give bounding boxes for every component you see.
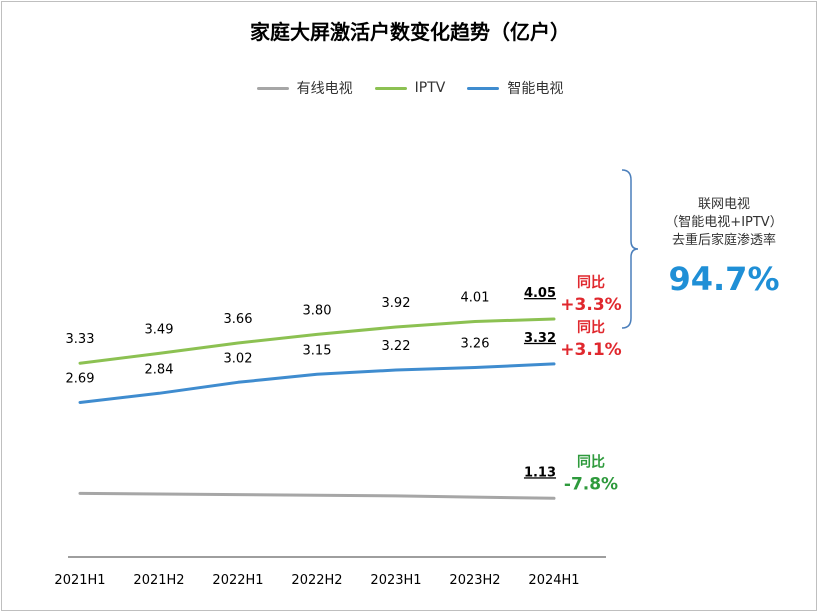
data-label: 1.13 [524,465,556,480]
yoy-label: 同比 [577,319,605,336]
legend-swatch-iptv [374,86,407,90]
data-label: 3.92 [382,296,411,311]
x-tick-label: 2023H1 [370,573,421,588]
data-label: 4.05 [524,286,556,301]
data-label: 3.49 [145,322,174,337]
series-line-0 [78,317,556,365]
yoy-value: +3.1% [560,340,621,360]
legend-item-smart: 智能电视 [467,78,563,98]
x-tick-label: 2021H1 [54,573,105,588]
data-label: 3.26 [461,337,490,352]
x-tick-label: 2022H2 [291,573,342,588]
data-label: 3.66 [224,312,253,327]
yoy-label: 同比 [577,274,605,291]
x-tick-label: 2022H1 [212,573,263,588]
legend-label-cable: 有线电视 [296,81,353,97]
legend-label-smart: 智能电视 [507,81,564,97]
penetration-rate-value: 94.7% [668,260,780,298]
panel-line-1: 联网电视 [697,197,750,212]
legend-swatch-smart [467,86,500,90]
chart-title: 家庭大屏激活户数变化趋势（亿户） [250,20,570,44]
data-label: 3.22 [382,339,411,354]
legend-label-iptv: IPTV [414,80,446,96]
data-label: 3.33 [66,332,95,347]
penetration-panel: 联网电视 （智能电视+IPTV） 去重后家庭渗透率 94.7% [644,196,804,298]
data-label: 3.80 [303,303,332,318]
series-line-2 [78,491,556,500]
series-line-1 [78,362,556,404]
x-tick-label: 2023H2 [449,573,500,588]
data-label: 3.32 [524,331,556,346]
data-label: 3.02 [224,351,253,366]
data-label: 4.01 [461,290,490,305]
data-label: 3.15 [303,343,332,358]
x-tick-label: 2021H2 [133,573,184,588]
legend-swatch-cable [256,86,289,90]
yoy-value: -7.8% [564,474,618,494]
chart-legend: 有线电视 IPTV 智能电视 [0,78,820,98]
yoy-value: +3.3% [560,295,621,315]
data-label: 2.84 [145,362,174,377]
data-label: 2.69 [66,372,95,387]
brace-bracket [621,169,639,329]
yoy-label: 同比 [577,453,605,470]
x-tick-label: 2024H1 [528,573,579,588]
legend-item-iptv: IPTV [374,78,446,98]
legend-item-cable: 有线电视 [256,78,353,98]
panel-line-3: 去重后家庭渗透率 [671,233,776,248]
panel-line-2: （智能电视+IPTV） [665,215,783,230]
